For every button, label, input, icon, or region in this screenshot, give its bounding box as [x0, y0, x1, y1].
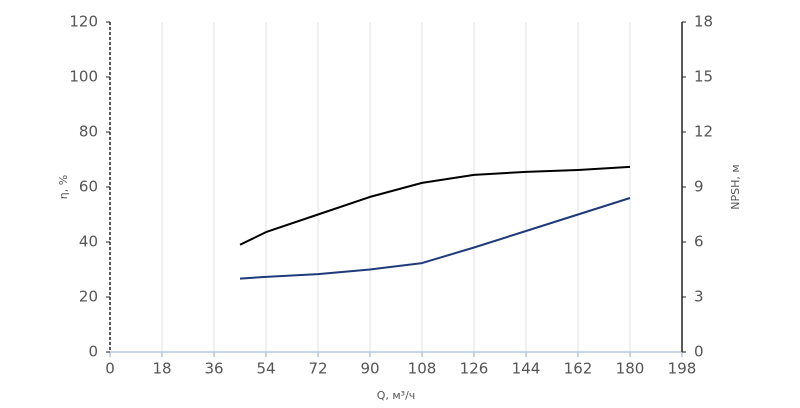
y-tick-label: 0 — [88, 343, 98, 361]
x-tick-label: 54 — [256, 360, 275, 378]
y2-tick-label: 15 — [694, 68, 713, 86]
y-tick-label: 60 — [79, 178, 98, 196]
x-tick-label: 18 — [152, 360, 171, 378]
x-tick-label: 90 — [360, 360, 379, 378]
line-series — [239, 197, 631, 280]
y-tick-label: 40 — [79, 233, 98, 251]
y2-tick-label: 0 — [694, 343, 704, 361]
y-tick-label: 20 — [79, 288, 98, 306]
x-tick-label: 72 — [308, 360, 327, 378]
x-tick-label: 36 — [204, 360, 223, 378]
x-tick-label: 126 — [460, 360, 489, 378]
y2-tick-label: 3 — [694, 288, 704, 306]
x-tick-label: 144 — [512, 360, 541, 378]
x-tick-label: 0 — [105, 360, 115, 378]
y-tick-label: 80 — [79, 123, 98, 141]
line-series — [239, 165, 631, 246]
y-tick-label: 100 — [69, 68, 98, 86]
y2-tick-label: 9 — [694, 178, 704, 196]
x-axis-label: Q, м³/ч — [377, 389, 416, 402]
x-tick-label: 198 — [668, 360, 697, 378]
y2-tick-label: 18 — [694, 13, 713, 31]
x-tick-label: 162 — [564, 360, 593, 378]
y-axis-label: η, % — [57, 175, 70, 199]
y-tick-label: 120 — [69, 13, 98, 31]
x-tick-label: 180 — [616, 360, 645, 378]
y2-tick-label: 12 — [694, 123, 713, 141]
x-tick-label: 108 — [408, 360, 437, 378]
y2-axis-label: NPSH, м — [729, 164, 742, 209]
y2-tick-label: 6 — [694, 233, 704, 251]
